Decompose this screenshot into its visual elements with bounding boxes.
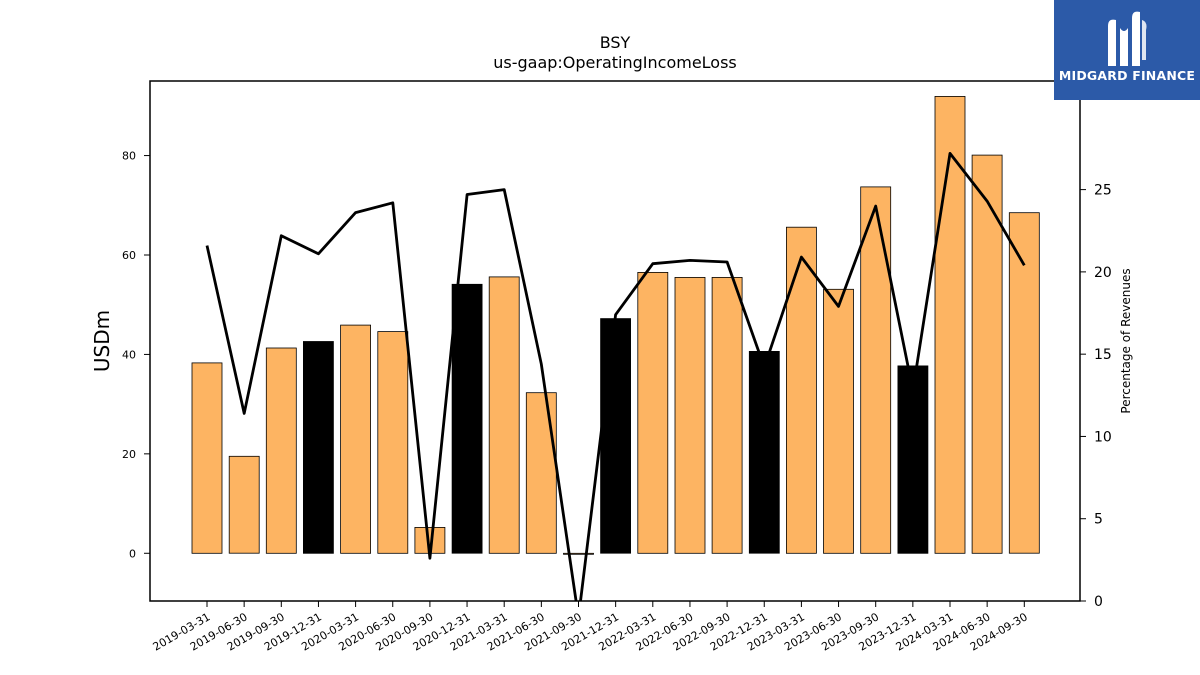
- y2-tick-label: 15: [1094, 347, 1112, 363]
- y2-tick-label: 5: [1094, 512, 1103, 528]
- bar: [377, 331, 409, 554]
- bar: [228, 455, 260, 554]
- y-tick-label: 80: [122, 150, 136, 163]
- bar: [897, 365, 929, 554]
- chart-subtitle: us-gaap:OperatingIncomeLoss: [493, 53, 737, 72]
- y2-axis-label: Percentage of Revenues: [1119, 268, 1133, 413]
- bar: [488, 276, 520, 554]
- bar: [934, 96, 966, 554]
- bar: [525, 392, 557, 554]
- bar: [674, 276, 706, 554]
- bar: [786, 226, 817, 554]
- bar: [823, 288, 854, 554]
- y-tick-label: 40: [122, 348, 136, 361]
- bar: [637, 271, 669, 554]
- y2-tick-label: 10: [1094, 429, 1112, 445]
- midgard-logo-icon: [1108, 11, 1147, 67]
- bar: [971, 154, 1003, 554]
- bar: [563, 552, 594, 555]
- plot-frame: [149, 80, 1081, 602]
- brand-logo: MIDGARD FINANCE: [1054, 0, 1200, 100]
- bar: [191, 362, 223, 554]
- bar: [860, 186, 892, 554]
- y2-tick-label: 0: [1094, 594, 1103, 610]
- y2-tick-label: 20: [1094, 265, 1112, 281]
- chart-title: BSY: [600, 33, 631, 52]
- brand-name: MIDGARD FINANCE: [1058, 68, 1196, 83]
- percentage-line: [205, 151, 1026, 601]
- y-tick-label: 20: [122, 448, 136, 461]
- y-tick-label: 60: [122, 249, 136, 262]
- bar: [451, 283, 483, 554]
- bar: [340, 324, 372, 554]
- bar: [1008, 212, 1040, 554]
- bar: [265, 347, 297, 554]
- y-tick-label: 0: [129, 547, 136, 560]
- bar: [748, 350, 780, 554]
- bar: [600, 318, 631, 554]
- y-axis-label: USDm: [90, 310, 114, 372]
- bar: [302, 341, 334, 554]
- bar: [711, 276, 743, 554]
- y2-tick-label: 25: [1094, 183, 1112, 199]
